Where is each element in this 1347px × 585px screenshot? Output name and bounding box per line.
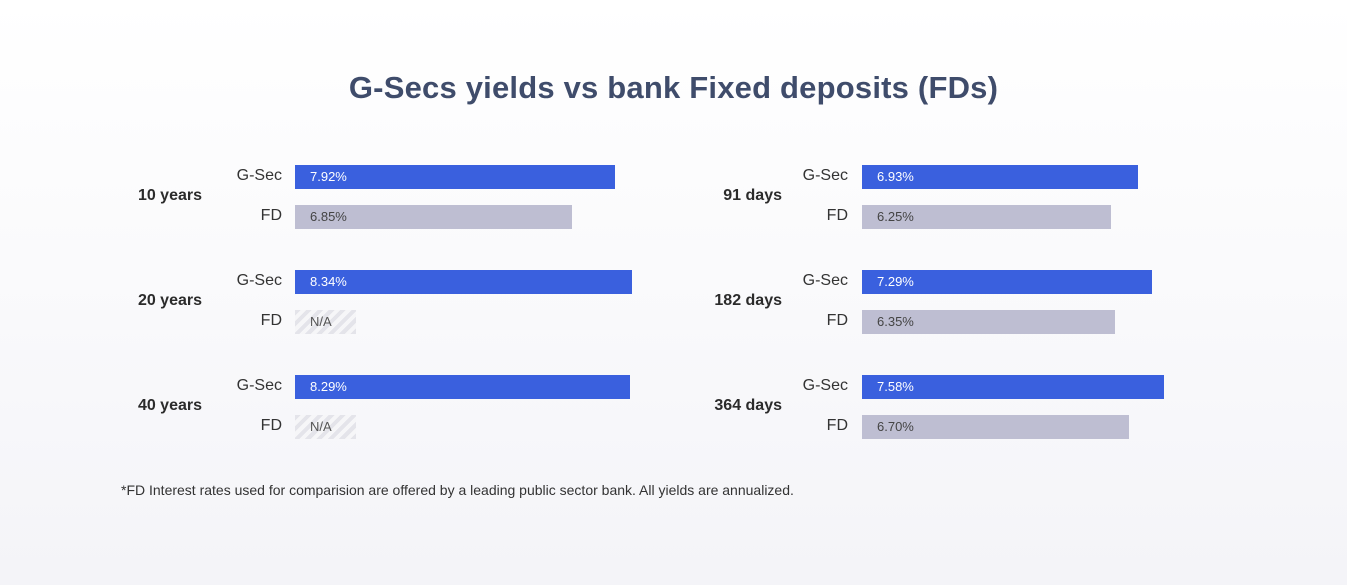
series-label: G-Sec [236, 377, 282, 394]
series-label: G-Sec [802, 272, 848, 289]
category-label: 10 years [137, 187, 202, 204]
category-label: 182 days [714, 292, 782, 309]
gsec-bar: 7.58% [862, 375, 1164, 399]
series-label: FD [260, 312, 282, 329]
bar-not-available: N/A [295, 310, 356, 334]
series-label: FD [826, 417, 848, 434]
data-label: 6.70% [877, 419, 914, 434]
series-label: FD [260, 207, 282, 224]
fd-bar: 6.70% [862, 415, 1129, 439]
series-label: G-Sec [236, 167, 282, 184]
series-label: FD [260, 417, 282, 434]
data-label: 7.29% [877, 274, 914, 289]
data-label: 6.85% [310, 209, 347, 224]
gsec-bar: 7.29% [862, 270, 1152, 294]
data-label: 8.29% [310, 379, 347, 394]
fd-bar: 6.85% [295, 205, 572, 229]
series-label: G-Sec [802, 167, 848, 184]
gsec-bar: 6.93% [862, 165, 1138, 189]
gsec-bar: 7.92% [295, 165, 615, 189]
gsec-bar: 8.29% [295, 375, 630, 399]
bar-not-available: N/A [295, 415, 356, 439]
category-label: 364 days [714, 397, 782, 414]
series-label: FD [826, 312, 848, 329]
chart-title: G-Secs yields vs bank Fixed deposits (FD… [348, 70, 999, 105]
category-label: 91 days [723, 187, 782, 204]
category-label: 20 years [137, 292, 202, 309]
gsec-bar: 8.34% [295, 270, 632, 294]
data-label: 7.58% [877, 379, 914, 394]
data-label: 6.25% [877, 209, 914, 224]
data-label: N/A [310, 419, 332, 434]
fd-bar: 6.35% [862, 310, 1115, 334]
category-label: 40 years [137, 397, 202, 414]
data-label: 6.93% [877, 169, 914, 184]
data-label: 8.34% [310, 274, 347, 289]
series-label: FD [826, 207, 848, 224]
footnote: *FD Interest rates used for comparision … [121, 482, 794, 498]
data-label: 7.92% [310, 169, 347, 184]
series-label: G-Sec [236, 272, 282, 289]
series-label: G-Sec [802, 377, 848, 394]
data-label: N/A [310, 314, 332, 329]
fd-bar: 6.25% [862, 205, 1111, 229]
data-label: 6.35% [877, 314, 914, 329]
